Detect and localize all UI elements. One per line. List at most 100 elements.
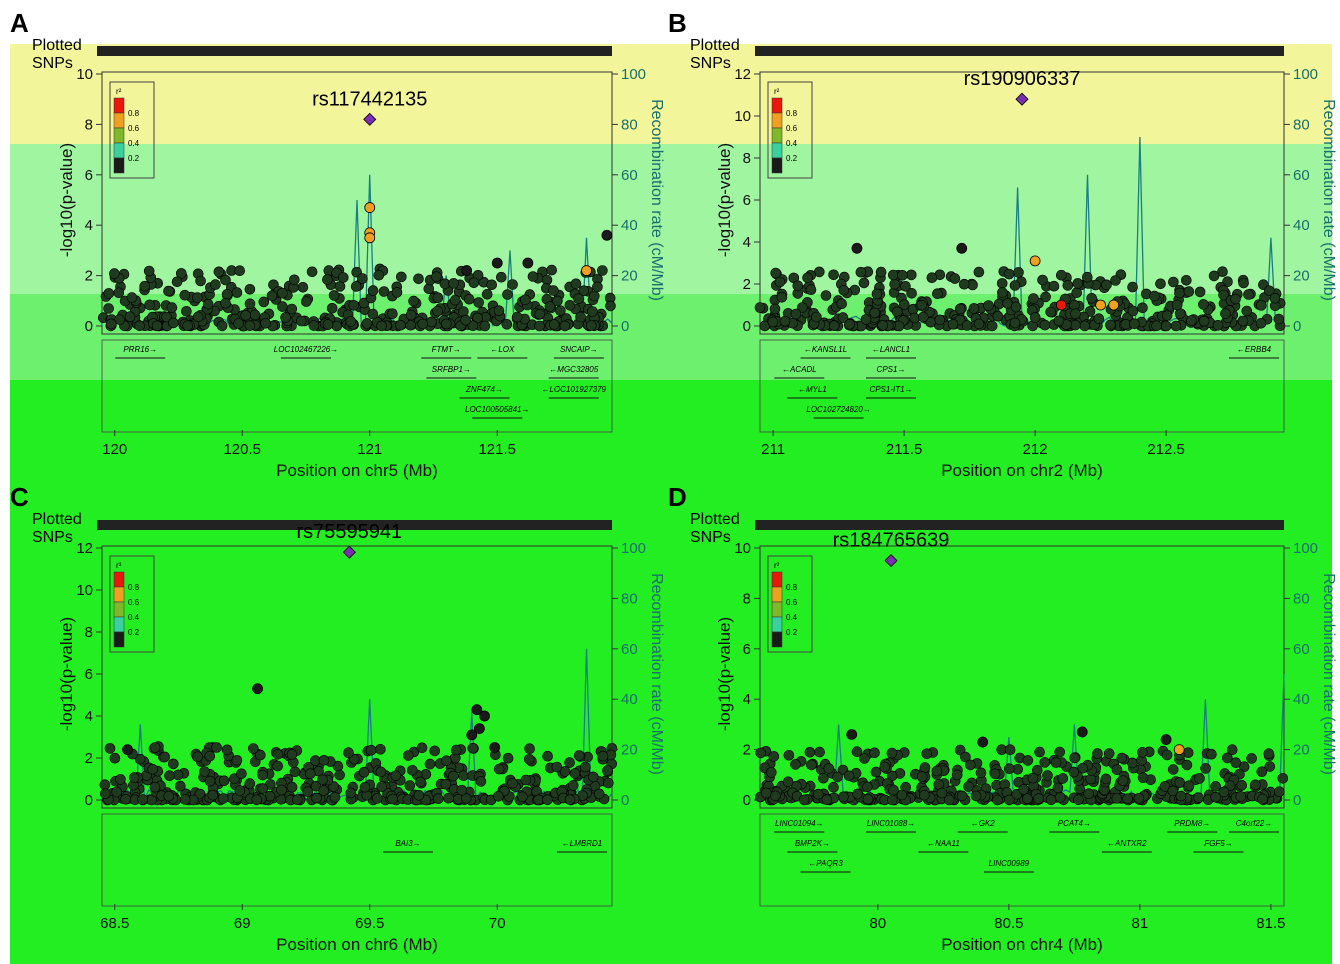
snp-point [501, 318, 513, 330]
panel-letter: B [668, 8, 687, 38]
snp-point [1034, 746, 1045, 758]
rec-tick-label: 40 [621, 217, 638, 234]
snp-point [1264, 761, 1276, 772]
snp-point [280, 312, 291, 323]
snp-point [1072, 278, 1084, 289]
snp-point [875, 266, 887, 278]
gene-label: ←LMBRD1 [562, 839, 602, 848]
snp-point [450, 744, 462, 756]
snp-point [997, 287, 1008, 298]
snp-point [240, 309, 251, 321]
snp-point [395, 271, 407, 283]
x-tick-label: 121 [357, 441, 382, 458]
snp-point [493, 790, 504, 802]
r2-legend-level: 0.8 [128, 583, 140, 592]
snp-point [828, 320, 840, 332]
snp-point [359, 781, 371, 793]
snp-point [258, 296, 270, 308]
snp-point [958, 278, 970, 290]
snp-point [404, 780, 416, 791]
y-tick-label: 6 [743, 192, 751, 209]
snp-point [99, 779, 111, 791]
snp-point [517, 791, 528, 803]
gene-label: ←LOX [490, 345, 515, 354]
r2-legend-level: 0.4 [786, 613, 798, 622]
gene-label: ←PAQR3 [808, 859, 843, 868]
plotted-snps-label: Plotted [32, 37, 82, 54]
r2-legend-swatch [771, 616, 783, 633]
snp-point [317, 774, 328, 786]
r2-legend-level: 0.2 [786, 628, 798, 637]
snp-point [1079, 320, 1091, 332]
snp-point [1230, 293, 1241, 305]
snp-point [288, 274, 300, 286]
snp-point [1092, 748, 1103, 759]
rec-tick-label: 40 [621, 691, 638, 708]
snp-point [449, 294, 461, 306]
snp-point [886, 770, 898, 782]
snp-point [823, 763, 835, 774]
snp-point [1111, 793, 1123, 804]
x-tick-label: 211.5 [886, 441, 922, 458]
snp-point [1180, 274, 1192, 286]
snp-point [989, 768, 1001, 780]
y-tick-label: 0 [85, 792, 93, 809]
snp-point [918, 311, 929, 323]
x-tick-label: 69.5 [355, 915, 384, 932]
snp-point [106, 318, 117, 330]
y-tick-label: 8 [743, 590, 751, 607]
snp-point [1218, 289, 1229, 301]
gene-label: PRDM8→ [1174, 819, 1210, 828]
snp-point [992, 794, 1003, 806]
snp-point [1137, 302, 1148, 314]
snp-point [334, 769, 345, 781]
snp-point [821, 794, 833, 806]
rec-tick-label: 20 [1293, 268, 1310, 285]
rec-tick-label: 100 [1293, 540, 1318, 557]
snp-point [202, 298, 214, 310]
snp-point [365, 744, 377, 756]
gene-label: LINC00989 [989, 859, 1030, 868]
rec-tick-label: 0 [1293, 792, 1301, 809]
snp-point [986, 320, 998, 332]
snp-point [322, 274, 333, 285]
snp-point [559, 320, 571, 332]
snp-point [774, 276, 786, 288]
snp-point [934, 314, 946, 326]
snp-point [879, 761, 890, 773]
snp-point [395, 319, 406, 331]
rec-tick-label: 80 [1293, 116, 1310, 133]
snp-point [375, 743, 386, 755]
snp-background-cloud [98, 263, 616, 332]
rec-tick-label: 20 [1293, 742, 1310, 759]
r2-legend: r² 0.8 0.6 0.4 0.2 [109, 81, 155, 179]
r2-legend-level: 0.8 [128, 109, 140, 118]
snp-point [806, 759, 817, 771]
gene-label: PCAT4→ [1058, 819, 1091, 828]
snp-point [1101, 279, 1112, 291]
r2-legend-level: 0.4 [128, 613, 140, 622]
snp-point [348, 299, 360, 311]
snp-density-rug [755, 46, 1284, 56]
r2-legend-swatch [113, 586, 125, 603]
rec-tick-label: 40 [1293, 217, 1310, 234]
x-tick-label: 69 [234, 915, 251, 932]
snp-point [1277, 772, 1289, 784]
snp-point [1029, 312, 1041, 323]
y-axis-label: -log10(p-value) [57, 143, 76, 257]
snp-point [234, 785, 246, 796]
snp-density-rug [97, 520, 612, 530]
rec-tick-label: 0 [621, 792, 629, 809]
snp-point [1022, 755, 1034, 766]
snp-point [502, 289, 513, 300]
snp-point [869, 307, 880, 319]
snp-point [218, 775, 230, 787]
snp-point [331, 320, 343, 332]
snp-point [843, 770, 855, 782]
snp-point [1193, 792, 1205, 804]
snp-point [211, 742, 222, 753]
snp-point [1183, 780, 1195, 792]
y-tick-label: 10 [76, 66, 93, 83]
snp-point [1210, 791, 1222, 803]
snp-point [408, 295, 419, 307]
